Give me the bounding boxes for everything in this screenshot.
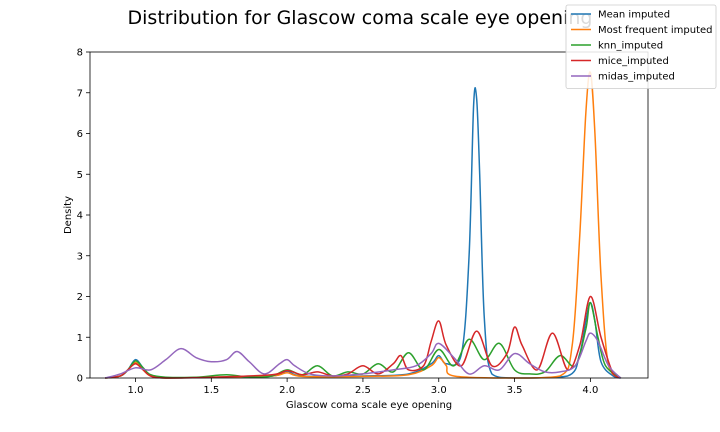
x-tick-label: 3.5 <box>507 385 523 396</box>
legend-entry: midas_imputed <box>598 72 675 83</box>
series-line-1 <box>105 87 621 379</box>
y-tick-label: 3 <box>77 251 83 262</box>
y-axis-label: Density <box>63 196 74 234</box>
series-line-5 <box>104 332 622 379</box>
y-tick-label: 2 <box>77 292 83 303</box>
legend-entry: knn_imputed <box>598 41 663 52</box>
y-tick-label: 1 <box>77 333 83 344</box>
x-axis: 1.0 1.5 2.0 2.5 3.0 3.5 4.0 <box>128 378 598 396</box>
y-tick-label: 4 <box>77 211 83 222</box>
x-tick-label: 2.0 <box>279 385 295 396</box>
x-tick-label: 1.0 <box>128 385 144 396</box>
legend-entry: Mean imputed <box>598 10 670 21</box>
x-tick-label: 2.5 <box>355 385 371 396</box>
y-tick-label: 0 <box>77 374 83 385</box>
chart-title: Distribution for Glascow coma scale eye … <box>128 7 593 29</box>
x-tick-label: 1.5 <box>203 385 219 396</box>
legend-box <box>565 4 717 89</box>
y-tick-label: 6 <box>77 129 83 140</box>
series-line-4 <box>105 295 622 379</box>
x-tick-label: 3.0 <box>431 385 447 396</box>
plot-area <box>104 71 622 379</box>
legend: Mean imputed Most frequent imputed knn_imp… <box>565 4 717 89</box>
x-axis-label: Glascow coma scale eye opening <box>286 400 452 411</box>
series-line-3 <box>105 301 622 379</box>
plot-frame <box>89 51 649 379</box>
legend-entry: Most frequent imputed <box>598 25 713 36</box>
legend-entry: mice_imputed <box>598 56 669 67</box>
y-tick-label: 8 <box>77 48 83 59</box>
series-line-2 <box>105 71 622 379</box>
y-axis: 0 1 2 3 4 5 6 7 8 <box>77 48 90 385</box>
y-tick-label: 7 <box>77 88 83 99</box>
x-tick-label: 4.0 <box>582 385 598 396</box>
y-tick-label: 5 <box>77 170 83 181</box>
